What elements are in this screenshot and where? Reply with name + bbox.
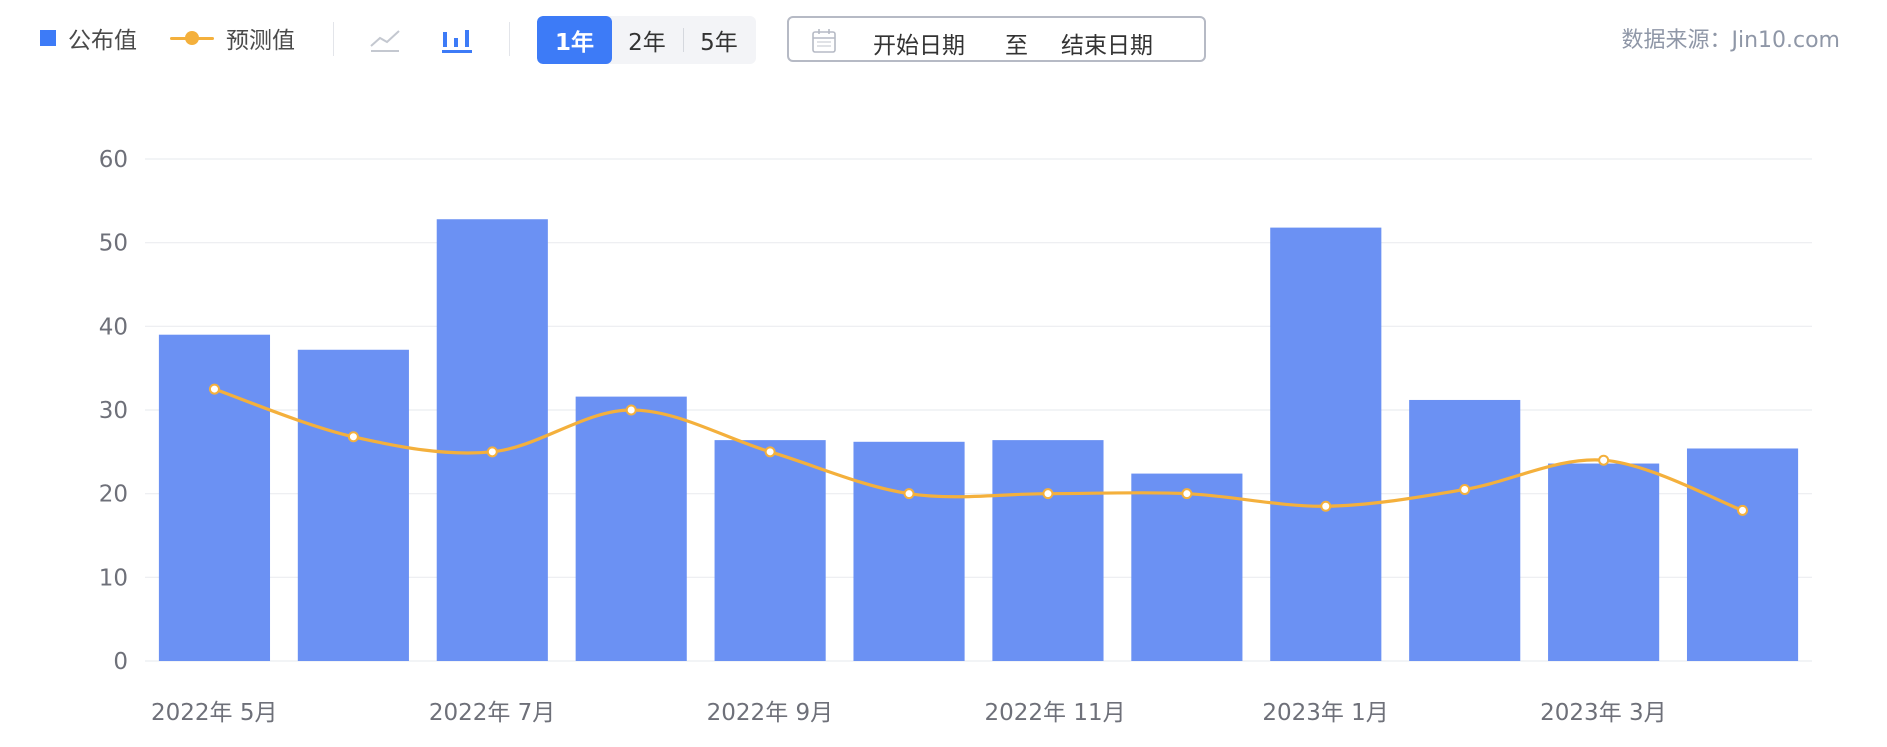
- line-chart-icon: [370, 30, 400, 52]
- forecast-point: [347, 431, 359, 443]
- x-tick-label: 2023年 3月: [1540, 700, 1666, 726]
- line-chart-button[interactable]: [363, 20, 407, 60]
- forecast-line: [213, 387, 1744, 512]
- forecast-point: [625, 404, 637, 416]
- bar: [714, 440, 826, 661]
- toolbar-divider: [333, 22, 334, 56]
- y-tick-label: 30: [99, 398, 128, 424]
- x-tick-label: 2022年 5月: [151, 700, 277, 726]
- end-date-input[interactable]: 结束日期: [1061, 33, 1153, 59]
- date-range-picker[interactable]: 开始日期 至 结束日期: [787, 16, 1206, 62]
- forecast-point: [1737, 504, 1749, 516]
- x-tick-label: 2023年 1月: [1262, 700, 1388, 726]
- y-tick-label: 10: [99, 565, 128, 591]
- forecast-point: [486, 446, 498, 458]
- forecast-point: [1320, 500, 1332, 512]
- bar: [1686, 448, 1799, 661]
- legend-line-marker: [170, 26, 214, 50]
- forecast-point: [1181, 488, 1193, 500]
- y-tick-label: 50: [99, 231, 128, 257]
- bar: [1270, 227, 1382, 661]
- tab-divider: [683, 28, 684, 52]
- y-tick-label: 40: [99, 314, 128, 340]
- chart-toolbar: 公布值 预测值 1年 2年 5年: [0, 0, 1887, 80]
- x-tick-label: 2022年 11月: [985, 700, 1126, 726]
- legend-label-published: 公布值: [68, 28, 137, 54]
- forecast-point: [903, 488, 915, 500]
- bar-chart-icon: [442, 30, 472, 53]
- bar: [1409, 399, 1521, 661]
- bar: [575, 396, 687, 661]
- legend-square-marker: [40, 30, 56, 46]
- data-source-label: 数据来源：Jin10.com: [1621, 28, 1840, 53]
- legend-item-forecast[interactable]: 预测值: [170, 20, 295, 56]
- forecast-point: [208, 383, 220, 395]
- bar: [1548, 463, 1660, 661]
- legend-item-published[interactable]: 公布值: [40, 20, 137, 56]
- time-range-tabs: 1年 2年 5年: [537, 16, 756, 64]
- toolbar-divider: [509, 22, 510, 56]
- y-tick-label: 60: [99, 147, 128, 173]
- tab-5-years[interactable]: 5年: [700, 30, 738, 56]
- date-range-separator: 至: [1005, 33, 1028, 59]
- forecast-point: [1459, 483, 1471, 495]
- x-tick-label: 2022年 9月: [707, 700, 833, 726]
- y-tick-label: 20: [99, 482, 128, 508]
- bar: [1131, 473, 1243, 661]
- bar: [853, 441, 965, 661]
- forecast-point: [764, 446, 776, 458]
- bar: [297, 349, 409, 661]
- y-tick-label: 0: [113, 649, 128, 675]
- bar-chart-button[interactable]: [435, 20, 479, 60]
- x-tick-label: 2022年 7月: [429, 700, 555, 726]
- bar: [436, 219, 548, 662]
- bar: [992, 440, 1104, 661]
- start-date-input[interactable]: 开始日期: [873, 33, 965, 59]
- forecast-point: [1598, 454, 1610, 466]
- legend-label-forecast: 预测值: [226, 28, 295, 54]
- forecast-point: [1042, 488, 1054, 500]
- calendar-icon: [812, 29, 836, 53]
- tab-1-year[interactable]: 1年: [537, 16, 612, 64]
- tab-2-years[interactable]: 2年: [628, 30, 666, 56]
